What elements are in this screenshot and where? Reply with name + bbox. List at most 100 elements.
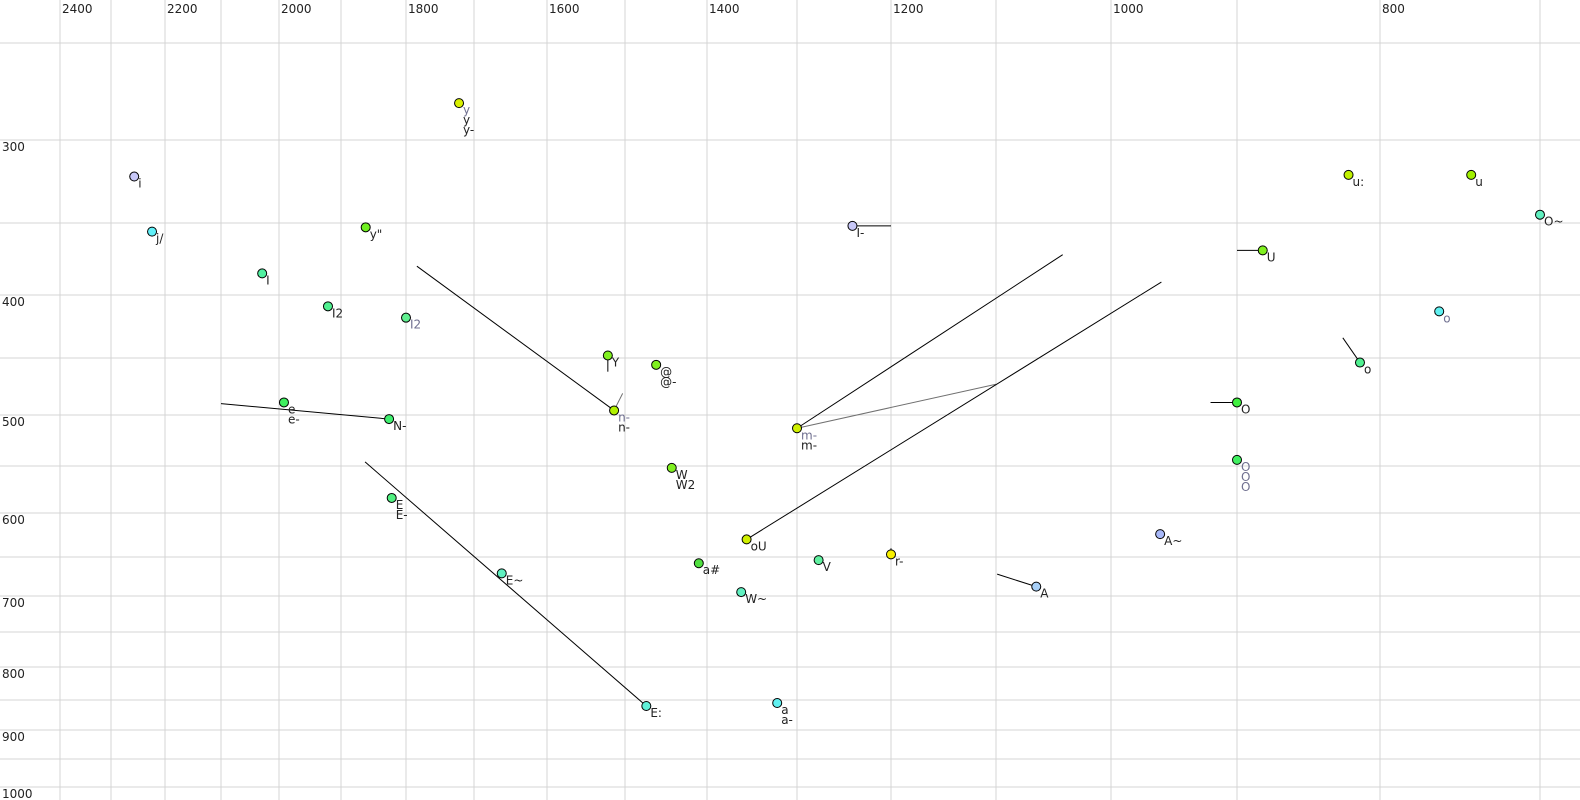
point-label: O~: [1544, 215, 1564, 229]
point-label: Y: [611, 355, 620, 369]
vowel-point: r-: [886, 549, 904, 568]
point-label: A: [1040, 587, 1049, 601]
point-label: n-: [618, 420, 630, 434]
point-marker: [813, 555, 824, 566]
point-label: o: [1443, 311, 1450, 325]
point-marker: [1466, 169, 1477, 180]
vowel-point: U: [1257, 245, 1276, 264]
point-marker: [602, 350, 613, 361]
vowel-point: j/: [147, 226, 164, 246]
vowel-point: E~: [496, 568, 524, 587]
y-tick-label: 500: [2, 415, 25, 429]
y-tick-label: 400: [2, 295, 25, 309]
point-label: I2: [332, 306, 343, 320]
point-marker: [741, 534, 752, 545]
point-label: a: [781, 703, 788, 717]
vowel-point: oU: [741, 534, 767, 553]
point-label: E~: [506, 573, 524, 587]
vowel-point: I2: [322, 301, 343, 320]
point-label: e-: [288, 412, 300, 426]
trajectory-line: [220, 403, 390, 420]
point-label: r-: [895, 554, 904, 568]
y-axis-tick-labels: 300 400 500 600 700 800 900 1000: [2, 140, 33, 800]
point-label: E-: [396, 508, 408, 522]
x-tick-label: 1600: [549, 2, 580, 16]
point-marker: [257, 268, 268, 279]
y-tick-label: 900: [2, 730, 25, 744]
point-label: O: [1241, 402, 1250, 416]
point-label: m-: [801, 438, 817, 452]
point-label: y: [463, 103, 470, 117]
vowel-point: u: [1466, 169, 1483, 189]
trajectory-line: [746, 281, 1162, 540]
point-marker: [454, 98, 465, 109]
point-label: m-: [801, 428, 817, 442]
point-label: y: [463, 113, 470, 127]
x-tick-label: 1200: [893, 2, 924, 16]
point-marker: [641, 701, 652, 711]
vowel-point: WW2: [666, 462, 695, 492]
point-marker: [1031, 581, 1042, 592]
vowel-point: ee-: [278, 397, 300, 426]
point-label: I: [266, 273, 270, 287]
point-label: E:: [650, 706, 662, 720]
vowel-point: I2: [401, 312, 421, 332]
point-label: I2: [410, 318, 421, 332]
point-label: i: [138, 177, 141, 191]
point-label: y-: [463, 123, 474, 137]
point-marker: [651, 359, 662, 370]
point-marker: [1354, 357, 1365, 368]
point-marker: [147, 226, 158, 237]
vowel-point: W~: [736, 587, 767, 606]
x-tick-label: 2200: [167, 2, 198, 16]
x-tick-label: 1000: [1113, 2, 1144, 16]
vowel-point: E:: [641, 701, 662, 720]
point-marker: [278, 397, 289, 408]
y-tick-label: 800: [2, 667, 25, 681]
point-label: A~: [1164, 534, 1182, 548]
y-tick-label: 700: [2, 596, 25, 610]
point-label: @: [660, 365, 672, 379]
point-marker: [693, 558, 704, 569]
vowel-point: O: [1232, 397, 1250, 416]
point-label: U: [1267, 250, 1276, 264]
point-marker: [847, 220, 858, 231]
trajectory-line: [796, 254, 1063, 429]
vowel-point: @@-: [651, 359, 677, 389]
vowel-point: EE-: [386, 492, 408, 522]
point-marker: [401, 312, 411, 323]
trajectories: [220, 225, 1361, 707]
point-label: oU: [751, 539, 767, 553]
trajectory-line: [1342, 337, 1361, 363]
point-marker: [1232, 454, 1242, 465]
x-axis-tick-labels: 2400 2200 2000 1800 1600 1400 1200 1000 800: [62, 2, 1405, 16]
vowel-point: A~: [1155, 529, 1182, 548]
point-label: a#: [703, 563, 720, 577]
point-marker: [1232, 397, 1242, 408]
point-marker: [384, 414, 395, 425]
point-label: I-: [856, 226, 864, 240]
point-label: W~: [745, 592, 767, 606]
point-marker: [496, 568, 507, 579]
point-marker: [322, 301, 333, 312]
vowel-point: i: [129, 171, 142, 191]
vowel-point: N-: [384, 414, 406, 433]
x-tick-label: 1400: [709, 2, 740, 16]
point-label: O: [1241, 460, 1250, 474]
vowel-point: o: [1434, 306, 1451, 325]
point-marker: [609, 405, 620, 416]
vowel-point: n-n-: [609, 405, 630, 434]
point-marker: [886, 549, 896, 560]
vowel-point: O~: [1535, 209, 1564, 229]
point-label: O: [1241, 480, 1250, 494]
vowel-point: Y: [602, 350, 620, 369]
point-label: e: [288, 402, 295, 416]
trajectory-line: [416, 265, 615, 411]
point-label: o: [1364, 363, 1371, 377]
vowel-point: aa-: [772, 698, 793, 727]
vowel-point: A: [1031, 581, 1049, 601]
y-tick-label: 300: [2, 140, 25, 154]
